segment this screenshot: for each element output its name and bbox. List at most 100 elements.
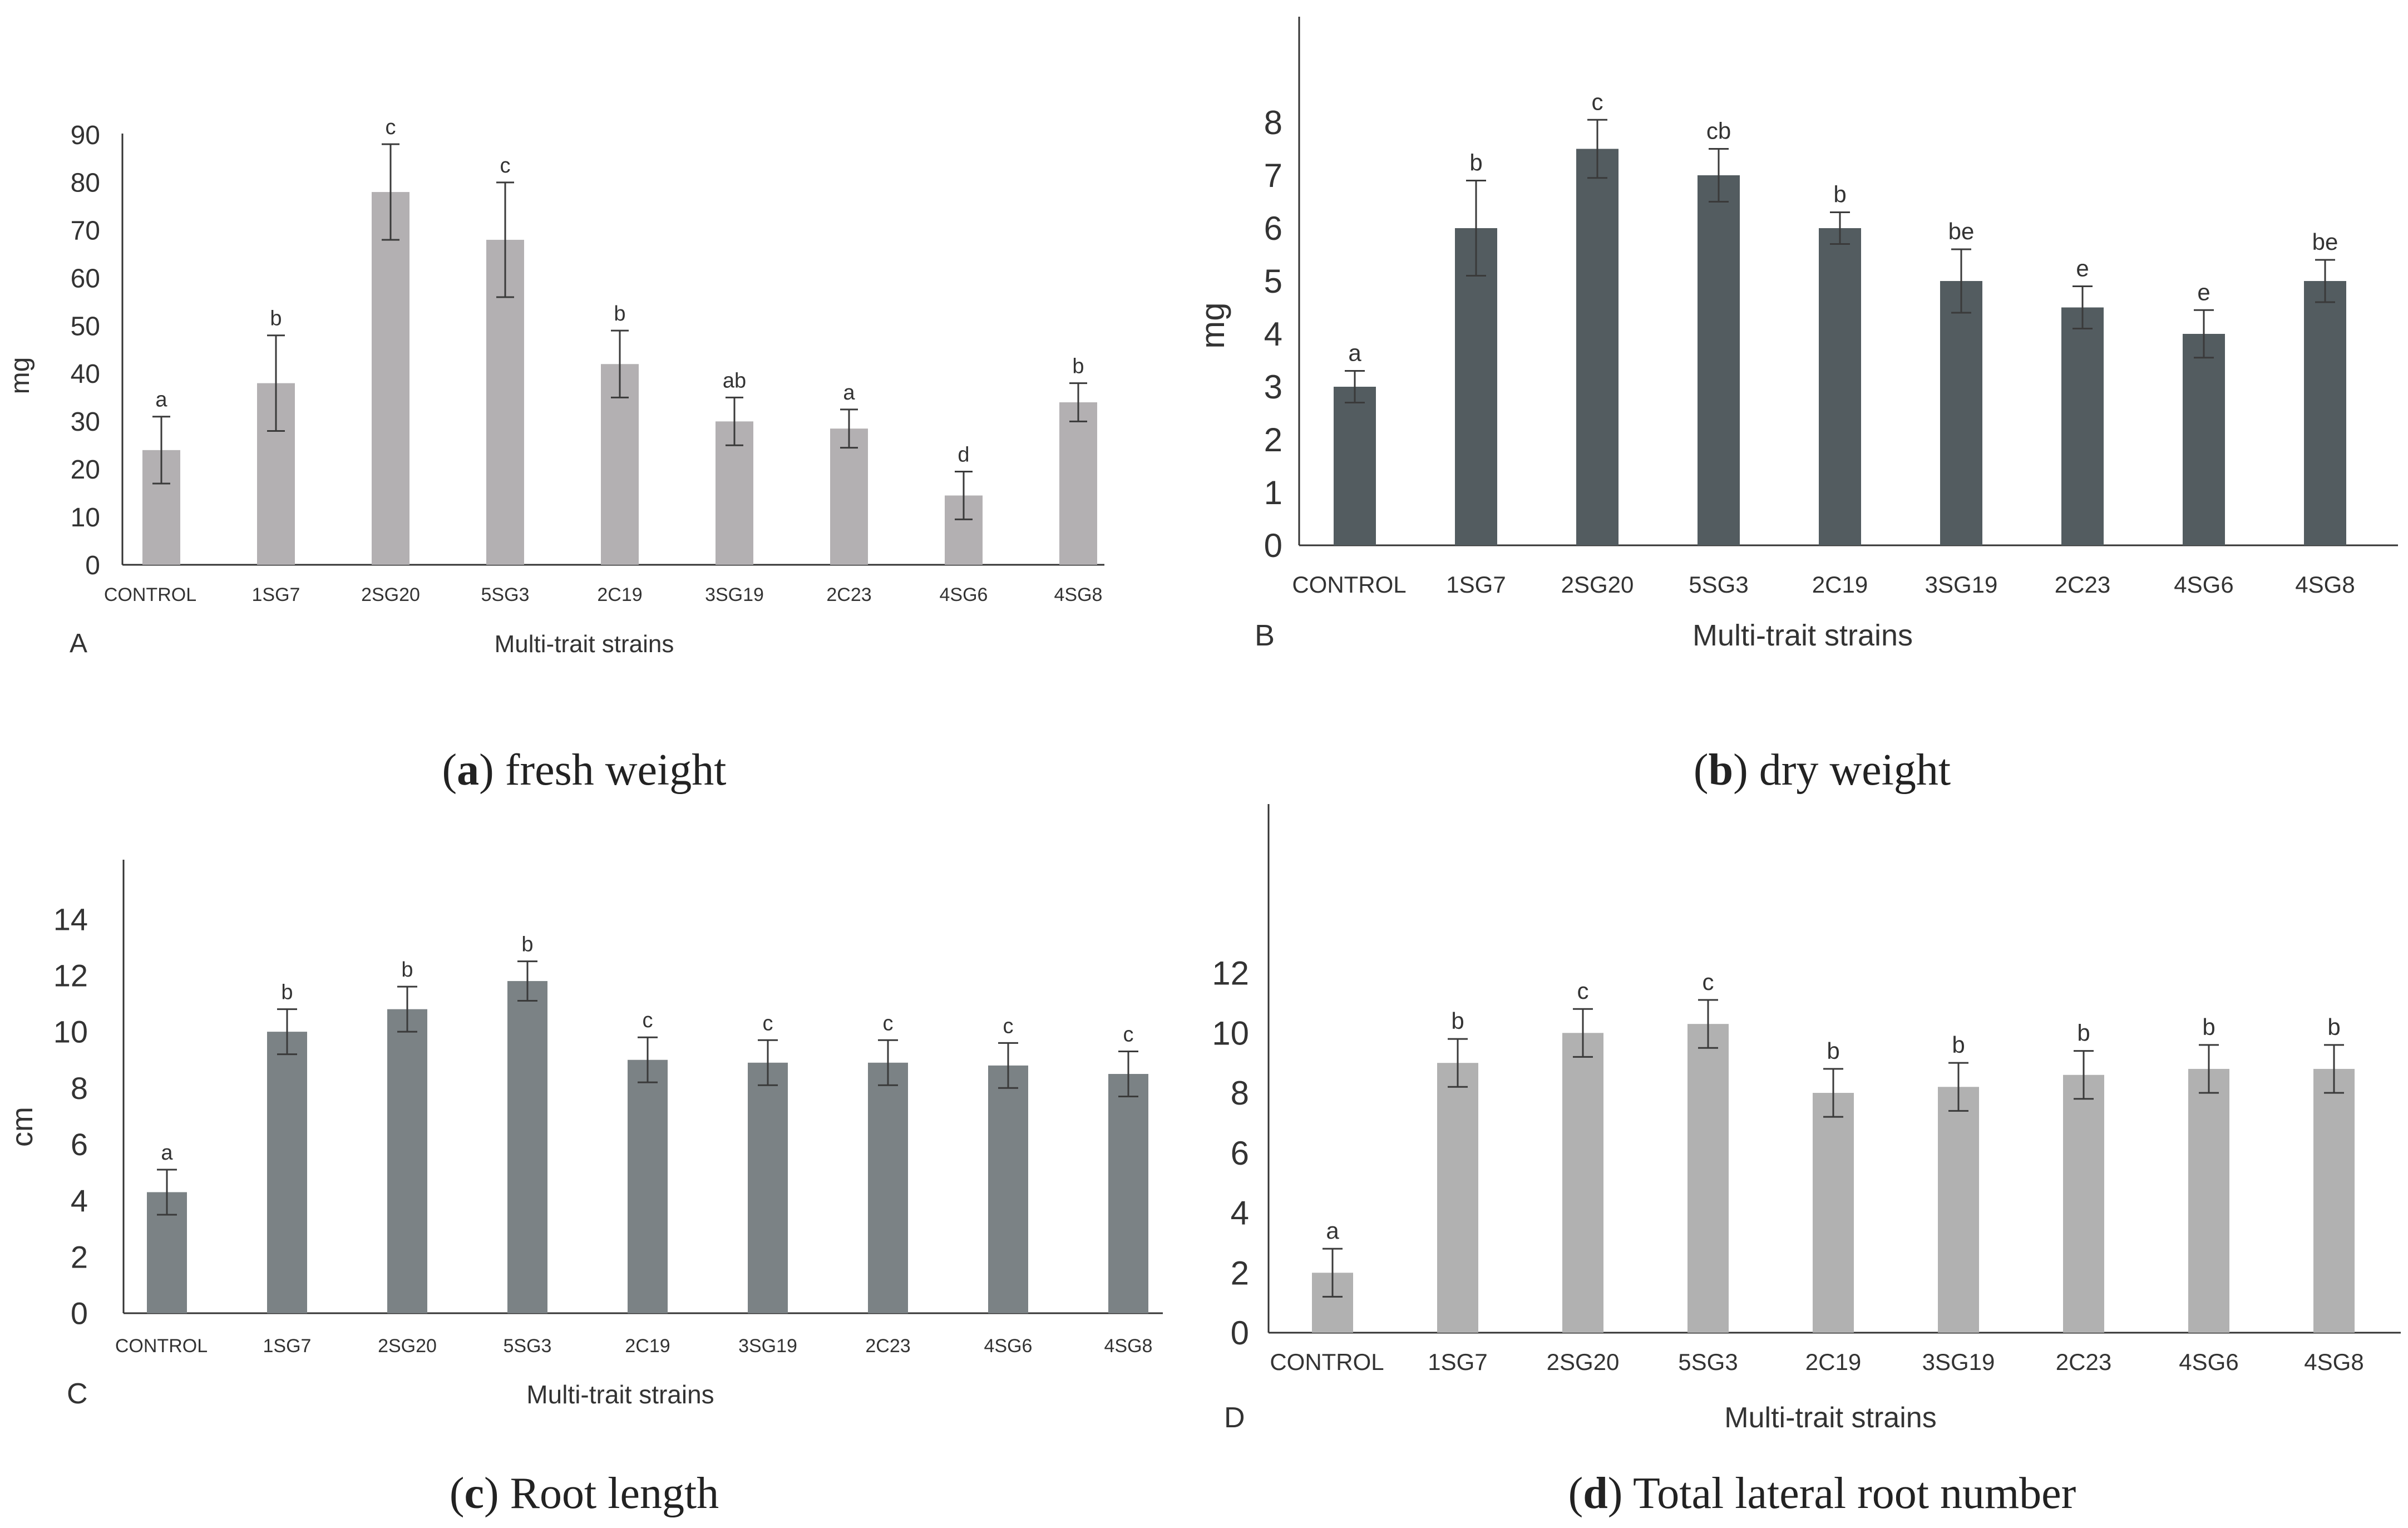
significance-letter: c bbox=[763, 1012, 773, 1035]
y-tick-label: 6 bbox=[71, 1127, 88, 1162]
y-tick-label: 4 bbox=[1231, 1195, 1249, 1232]
caption-text: ) fresh weight bbox=[479, 746, 726, 795]
y-tick-label: 12 bbox=[53, 958, 88, 993]
y-tick-label: 6 bbox=[1231, 1135, 1249, 1172]
x-tick-label: 3SG19 bbox=[1925, 571, 1998, 598]
x-tick-label: 4SG6 bbox=[2179, 1349, 2238, 1375]
x-tick-label: 4SG6 bbox=[984, 1335, 1033, 1357]
bar bbox=[1813, 1093, 1854, 1333]
bar bbox=[387, 1009, 427, 1313]
chart-panel-d: D (d) Total lateral root number 0 2 4 6 8 10 1… bbox=[1212, 804, 2401, 1518]
significance-letter: c bbox=[643, 1009, 653, 1032]
x-axis-label: Multi-trait strains bbox=[526, 1380, 714, 1409]
y-tick-label: 70 bbox=[71, 216, 100, 246]
significance-letter: b bbox=[1827, 1038, 1839, 1064]
x-tick-label: 2C23 bbox=[2056, 1349, 2111, 1375]
significance-letter: a bbox=[161, 1141, 173, 1165]
caption-text: ) Root length bbox=[484, 1469, 719, 1518]
bar bbox=[1938, 1087, 1979, 1333]
bar bbox=[2313, 1068, 2355, 1333]
y-tick-label: 5 bbox=[1264, 263, 1282, 300]
y-tick-label: 6 bbox=[1264, 210, 1282, 247]
x-tick-label: 5SG3 bbox=[504, 1335, 552, 1357]
significance-letter: cb bbox=[1706, 118, 1731, 144]
y-tick-label: 10 bbox=[53, 1014, 88, 1049]
significance-letter: c bbox=[1577, 978, 1589, 1004]
x-axis-label: Multi-trait strains bbox=[1724, 1402, 1936, 1434]
x-tick-label: 2C19 bbox=[597, 584, 642, 605]
x-axis-label: Multi-trait strains bbox=[1692, 619, 1913, 652]
x-tick-label: 3SG19 bbox=[738, 1335, 797, 1357]
bar bbox=[1437, 1063, 1478, 1333]
bar bbox=[868, 1062, 908, 1313]
y-tick-label: 60 bbox=[71, 264, 100, 293]
significance-letter: b bbox=[1952, 1032, 1965, 1058]
bar bbox=[2304, 281, 2346, 545]
bar bbox=[2188, 1068, 2229, 1333]
significance-letter: c bbox=[1123, 1023, 1134, 1047]
caption-letter: d bbox=[1583, 1469, 1608, 1518]
y-axis-label: cm bbox=[6, 1107, 39, 1147]
bar bbox=[1334, 387, 1376, 545]
x-tick-label: 2SG20 bbox=[1561, 571, 1634, 598]
x-tick-label: 1SG7 bbox=[1446, 571, 1506, 598]
y-tick-label: 1 bbox=[1264, 474, 1282, 511]
x-tick-label: 4SG8 bbox=[2304, 1349, 2363, 1375]
significance-letter: c bbox=[883, 1012, 894, 1035]
significance-letter: e bbox=[2076, 255, 2089, 282]
significance-letter: e bbox=[2197, 279, 2210, 305]
significance-letter: d bbox=[958, 443, 969, 467]
bar bbox=[1562, 1033, 1603, 1333]
panel-label: A bbox=[70, 629, 87, 658]
significance-letter: be bbox=[2312, 229, 2338, 255]
panel-label: B bbox=[1255, 619, 1275, 652]
y-tick-label: 0 bbox=[85, 551, 100, 580]
bar bbox=[1698, 175, 1740, 545]
caption-letter: b bbox=[1709, 746, 1734, 795]
significance-letter: c bbox=[500, 154, 511, 178]
significance-letter: c bbox=[386, 116, 396, 139]
significance-letter: b bbox=[2327, 1014, 2340, 1040]
x-tick-label: 2C23 bbox=[826, 584, 871, 605]
significance-letter: c bbox=[1703, 969, 1714, 995]
x-tick-label: 2C19 bbox=[1812, 571, 1868, 598]
x-tick-label: 5SG3 bbox=[1678, 1349, 1738, 1375]
chart-caption: (c) Root length bbox=[450, 1469, 719, 1518]
significance-letter: a bbox=[155, 388, 167, 412]
y-tick-label: 2 bbox=[71, 1239, 88, 1274]
caption-text: ) dry weight bbox=[1733, 746, 1951, 795]
x-tick-label: 5SG3 bbox=[1689, 571, 1748, 598]
y-tick-label: 0 bbox=[1231, 1314, 1249, 1352]
x-tick-label: 2C19 bbox=[1805, 1349, 1861, 1375]
significance-letter: b bbox=[1833, 181, 1846, 208]
y-tick-label: 0 bbox=[1264, 527, 1282, 564]
bar bbox=[1940, 281, 1982, 545]
significance-letter: c bbox=[1003, 1014, 1014, 1038]
bar bbox=[748, 1062, 788, 1313]
x-tick-label: 1SG7 bbox=[263, 1335, 312, 1357]
y-tick-label: 8 bbox=[71, 1071, 88, 1106]
x-tick-label: 2C23 bbox=[865, 1335, 910, 1357]
significance-letter: b bbox=[1451, 1008, 1464, 1034]
y-tick-label: 40 bbox=[71, 359, 100, 389]
y-tick-label: 10 bbox=[71, 503, 100, 533]
chart-panel-b: B (b) dry weight 0 1 2 3 4 5 6 7 8 mg Multi-trait … bbox=[1194, 17, 2398, 795]
significance-letter: b bbox=[2077, 1020, 2090, 1046]
bar bbox=[1455, 228, 1497, 545]
significance-letter: c bbox=[1592, 88, 1603, 115]
y-tick-label: 50 bbox=[71, 312, 100, 341]
x-tick-label: 3SG19 bbox=[705, 584, 764, 605]
bar bbox=[507, 981, 547, 1313]
significance-letter: b bbox=[2202, 1014, 2215, 1040]
chart-panel-a: A (a) fresh weight 0 10 20 30 40 50 60 70 80 90 mg… bbox=[6, 116, 1104, 795]
y-tick-label: 8 bbox=[1231, 1074, 1249, 1112]
x-tick-label: 4SG8 bbox=[1104, 1335, 1153, 1357]
bar bbox=[628, 1059, 668, 1313]
bar bbox=[2061, 307, 2104, 545]
x-tick-label: CONTROL bbox=[1270, 1349, 1384, 1375]
bar bbox=[1576, 149, 1619, 545]
bar bbox=[1819, 228, 1861, 545]
x-tick-label: 2C23 bbox=[2055, 571, 2110, 598]
significance-letter: b bbox=[281, 981, 293, 1004]
bar bbox=[1687, 1024, 1729, 1333]
